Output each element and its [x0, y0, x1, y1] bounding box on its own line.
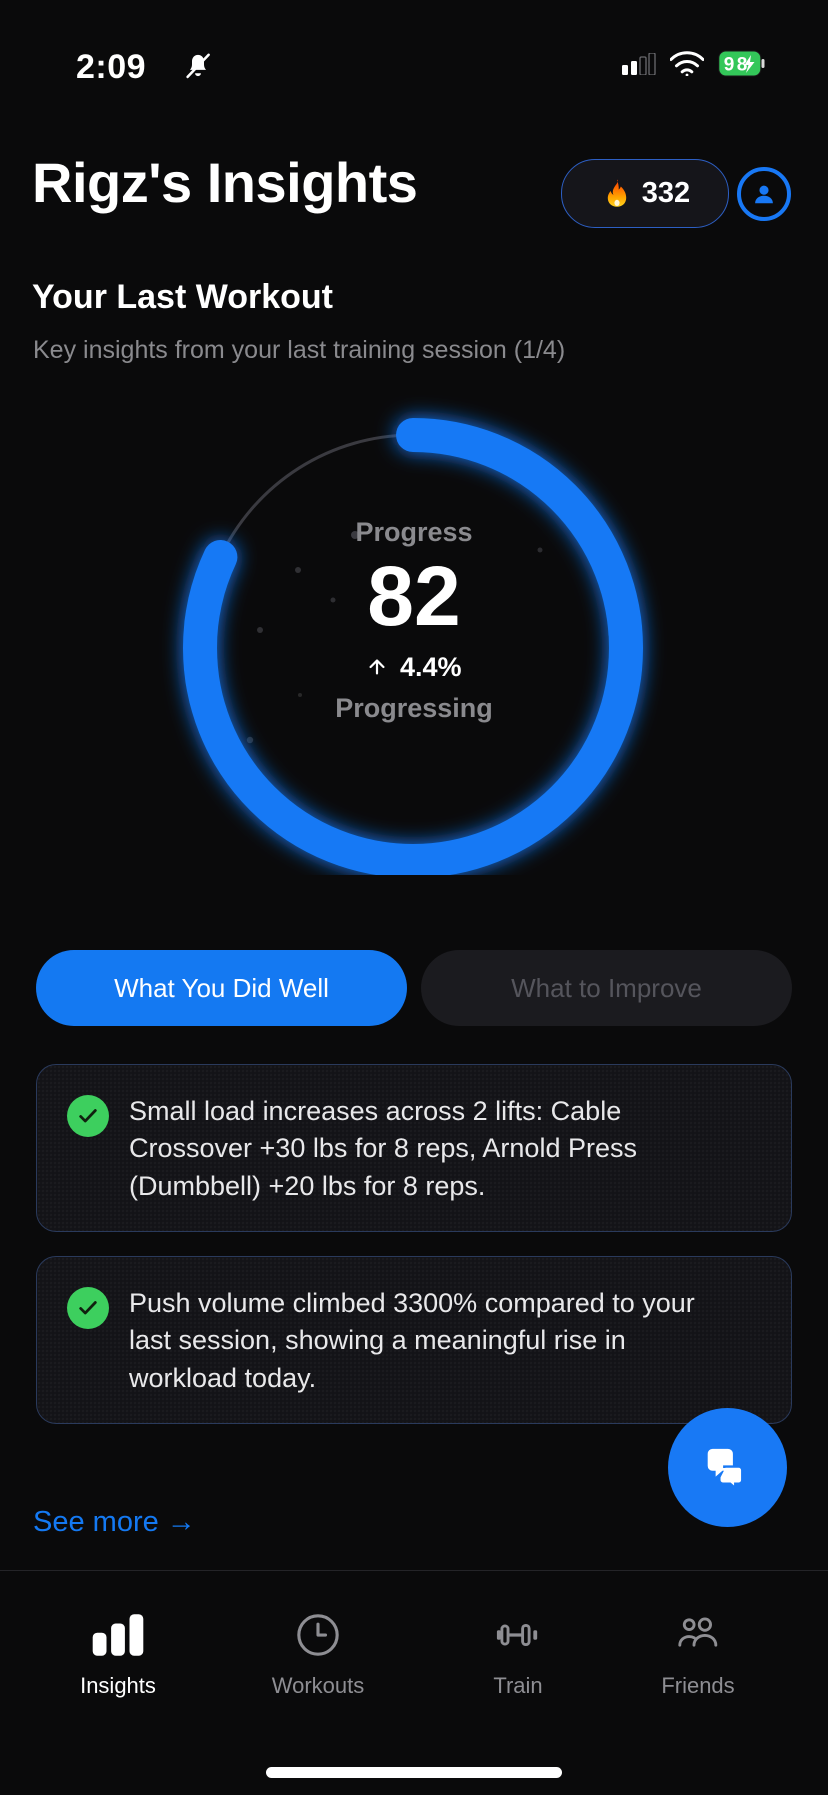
svg-text:9: 9	[724, 55, 735, 76]
